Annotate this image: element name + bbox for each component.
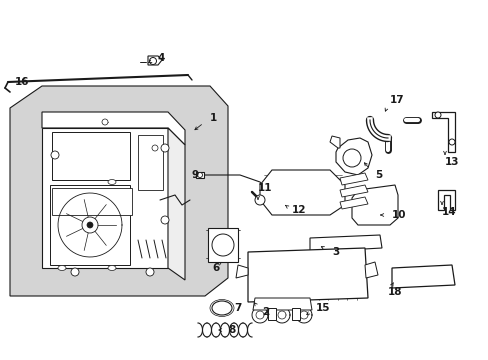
Text: 8: 8 [227,325,235,335]
Polygon shape [431,112,454,152]
Ellipse shape [108,266,116,270]
Circle shape [51,151,59,159]
Circle shape [152,145,158,151]
Polygon shape [148,56,162,65]
Polygon shape [42,128,168,268]
Polygon shape [260,170,345,215]
Text: 13: 13 [444,157,459,167]
Text: 1: 1 [209,113,217,123]
Polygon shape [351,185,397,225]
Ellipse shape [108,180,116,185]
Polygon shape [309,235,381,252]
Circle shape [342,149,360,167]
Polygon shape [50,185,130,265]
Circle shape [212,234,234,256]
Polygon shape [364,262,377,278]
Circle shape [161,216,169,224]
Text: 5: 5 [374,170,382,180]
Text: 12: 12 [291,205,306,215]
Polygon shape [339,173,367,185]
Polygon shape [52,188,132,215]
Circle shape [149,58,156,64]
Circle shape [82,217,98,233]
Polygon shape [339,197,367,209]
Polygon shape [267,308,275,320]
Circle shape [161,144,169,152]
Polygon shape [329,136,339,148]
Circle shape [254,195,264,205]
Text: 10: 10 [391,210,406,220]
Text: 17: 17 [389,95,404,105]
Text: 3: 3 [331,247,339,257]
Text: 18: 18 [387,287,402,297]
Text: 14: 14 [441,207,456,217]
Polygon shape [168,128,184,280]
Text: 6: 6 [212,263,219,273]
Circle shape [197,172,202,177]
Polygon shape [335,138,371,175]
Polygon shape [42,112,184,145]
Circle shape [102,119,108,125]
Circle shape [71,268,79,276]
Polygon shape [437,190,454,210]
Polygon shape [10,86,227,296]
Text: 15: 15 [315,303,330,313]
Circle shape [434,112,440,118]
Text: 4: 4 [158,53,165,63]
Polygon shape [247,248,367,302]
Ellipse shape [212,301,231,315]
Polygon shape [339,185,367,197]
Polygon shape [391,265,454,288]
Circle shape [448,139,454,145]
Text: 9: 9 [192,170,199,180]
Text: 2: 2 [262,307,269,317]
Text: 7: 7 [234,303,241,313]
Circle shape [87,222,93,228]
Polygon shape [236,265,247,278]
Circle shape [146,268,154,276]
Polygon shape [138,135,163,190]
Polygon shape [52,132,130,180]
Polygon shape [196,172,203,178]
Polygon shape [291,308,299,320]
Polygon shape [207,228,238,262]
Text: 11: 11 [258,183,272,193]
Text: 16: 16 [15,77,29,87]
Ellipse shape [58,266,66,270]
Polygon shape [252,298,311,310]
